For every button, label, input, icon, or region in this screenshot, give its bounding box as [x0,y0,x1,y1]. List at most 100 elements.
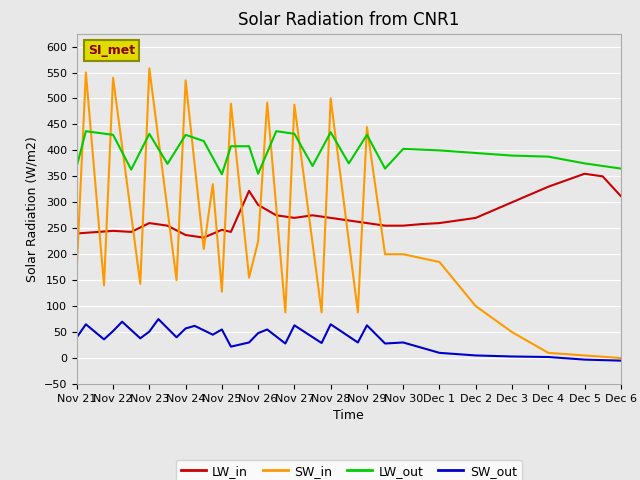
LW_in [273,213,280,218]
LW_in [545,184,552,190]
SW_out [118,319,126,324]
SW_out [109,328,117,334]
LW_out [164,161,172,167]
LW_in [291,215,298,221]
LW_in [617,193,625,199]
SW_out [399,339,407,345]
LW_in [182,232,189,238]
SW_out [173,335,180,340]
LW_in [381,223,389,228]
LW_out [617,166,625,171]
LW_out [345,160,353,166]
LW_out [245,144,253,149]
LW_out [363,132,371,138]
LW_out [381,166,389,171]
Y-axis label: Solar Radiation (W/m2): Solar Radiation (W/m2) [25,136,38,282]
SW_in [100,283,108,288]
SW_in [317,310,325,315]
LW_out [254,171,262,177]
SW_out [354,339,362,345]
SW_in [363,124,371,130]
SW_in [109,75,117,81]
LW_out [472,150,479,156]
SW_in [200,246,207,252]
LW_out [545,154,552,159]
SW_in [73,264,81,270]
SW_in [381,252,389,257]
LW_out [73,163,81,169]
SW_out [472,353,479,359]
SW_in [82,70,90,75]
LW_in [200,235,207,240]
SW_out [254,330,262,336]
SW_in [218,288,226,294]
SW_in [508,329,516,335]
SW_in [327,96,335,101]
SW_out [191,323,198,329]
SW_out [617,358,625,363]
LW_in [580,171,588,177]
SW_in [354,310,362,315]
LW_out [580,160,588,166]
SW_out [282,341,289,347]
X-axis label: Time: Time [333,409,364,422]
SW_out [245,339,253,345]
Line: SW_in: SW_in [77,68,621,358]
SW_in [436,259,444,265]
LW_in [599,173,607,179]
SW_out [317,340,325,346]
SW_out [209,332,216,337]
LW_in [164,223,172,228]
SW_in [245,275,253,280]
SW_out [182,325,189,331]
LW_out [399,146,407,152]
LW_out [200,138,207,144]
LW_in [417,221,425,227]
SW_out [580,357,588,362]
LW_out [291,131,298,137]
LW_out [508,153,516,158]
LW_out [308,163,316,169]
SW_in [399,252,407,257]
SW_in [145,65,153,71]
SW_out [327,322,335,327]
LW_out [109,132,117,138]
LW_out [145,131,153,137]
SW_in [173,277,180,283]
LW_in [508,199,516,205]
Legend: LW_in, SW_in, LW_out, SW_out: LW_in, SW_in, LW_out, SW_out [176,460,522,480]
LW_out [127,167,135,172]
LW_in [109,228,117,234]
LW_out [436,147,444,153]
LW_out [273,128,280,134]
Line: LW_out: LW_out [77,131,621,174]
SW_in [545,350,552,356]
SW_in [580,353,588,359]
Line: LW_in: LW_in [77,174,621,238]
LW_in [436,220,444,226]
SW_in [209,181,216,187]
SW_in [291,102,298,108]
LW_out [599,163,607,169]
SW_out [218,326,226,332]
LW_out [227,144,235,149]
SW_out [264,326,271,332]
LW_out [182,132,189,138]
SW_out [381,341,389,347]
SW_out [227,344,235,349]
SW_in [254,239,262,244]
LW_in [127,229,135,235]
Line: SW_out: SW_out [77,319,621,360]
LW_in [254,202,262,208]
LW_in [472,215,479,221]
SW_in [282,310,289,315]
Title: Solar Radiation from CNR1: Solar Radiation from CNR1 [238,11,460,29]
LW_out [327,129,335,135]
SW_in [617,355,625,361]
LW_in [308,213,316,218]
SW_out [154,316,162,322]
LW_in [145,220,153,226]
LW_in [327,215,335,221]
SW_in [264,100,271,106]
SW_out [82,322,90,327]
